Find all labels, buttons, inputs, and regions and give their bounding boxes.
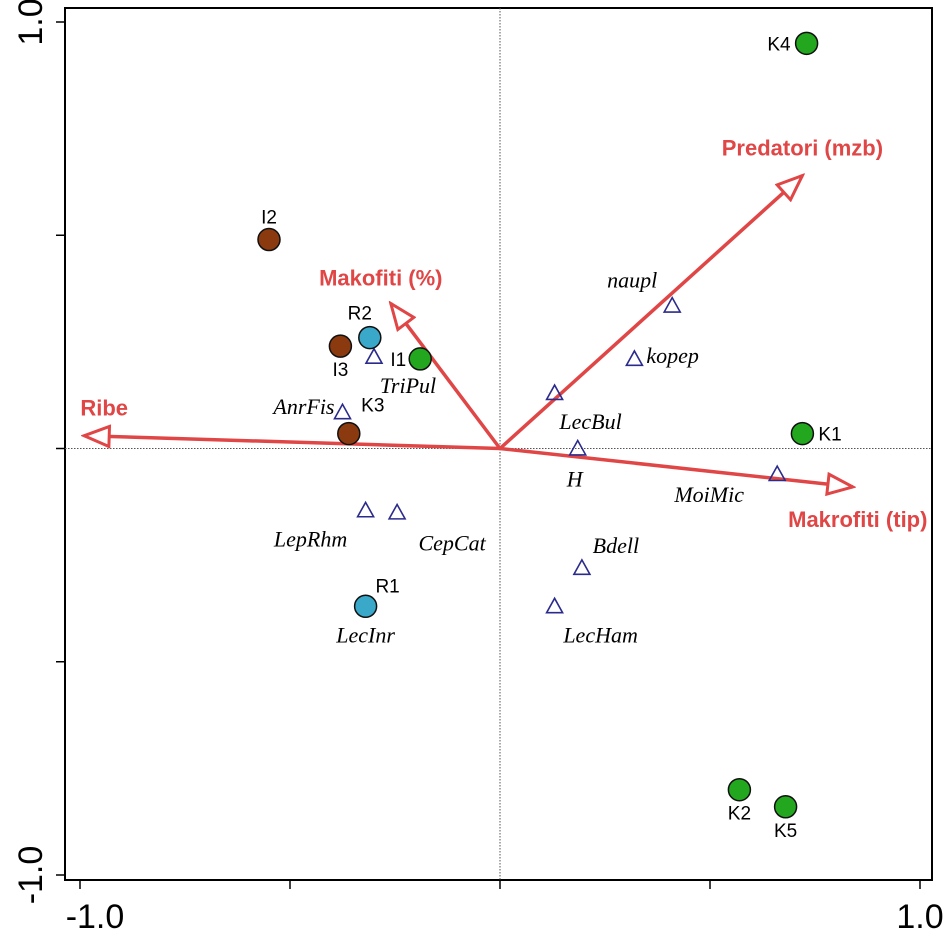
species-marker-moimic bbox=[767, 464, 787, 482]
x-tick-label-max: 1.0 bbox=[896, 898, 943, 936]
site-label-k3: K3 bbox=[361, 396, 384, 417]
site-marker-k2 bbox=[727, 777, 752, 802]
site-label-i1: I1 bbox=[390, 350, 406, 371]
site-label-k4: K4 bbox=[767, 34, 791, 55]
site-label-i3: I3 bbox=[332, 360, 348, 381]
site-marker-i2 bbox=[257, 227, 281, 252]
species-marker-leprhm bbox=[356, 500, 375, 518]
species-marker-bdell bbox=[572, 558, 592, 576]
env-label-makofiti: Makofiti (%) bbox=[319, 265, 442, 290]
species-marker-lecham bbox=[545, 596, 564, 614]
plot-frame bbox=[64, 7, 933, 881]
species-label-anrfis: AnrFis bbox=[271, 394, 334, 419]
env-arrow-predatori-mzb bbox=[498, 176, 802, 450]
species-label-tripul: TriPul bbox=[380, 373, 436, 398]
env-label-ribe: Ribe bbox=[80, 396, 128, 421]
species-marker-naupl bbox=[662, 295, 682, 313]
species-label-h: H bbox=[566, 467, 584, 492]
site-marker-r1 bbox=[353, 594, 378, 619]
env-arrow-makofiti bbox=[391, 303, 502, 450]
species-marker-anrfis bbox=[333, 402, 352, 420]
site-marker-i1 bbox=[408, 347, 432, 371]
site-marker-k1 bbox=[790, 421, 815, 446]
species-marker-lecbul bbox=[545, 383, 564, 401]
env-label-predatori-mzb: Predatori (mzb) bbox=[722, 136, 883, 161]
reference-lines bbox=[65, 8, 932, 880]
site-marker-k4 bbox=[794, 31, 819, 56]
y-tick-label-max: 1.0 bbox=[12, 0, 50, 46]
environmental-vectors bbox=[84, 176, 853, 487]
species-label-moimic: MoiMic bbox=[673, 482, 744, 507]
x-tick-label-min: -1.0 bbox=[66, 898, 125, 936]
species-marker-cepcat bbox=[387, 502, 407, 520]
env-arrow-makrofiti-tip bbox=[499, 446, 853, 487]
species-label-lecham: LecHam bbox=[562, 622, 638, 647]
species-marker-h bbox=[568, 438, 588, 456]
point-labels: Predatori (mzb) Makofiti (%) Ribe Makrofiti… bbox=[80, 34, 927, 841]
species-label-kopep: kopep bbox=[646, 343, 699, 368]
env-arrow-ribe bbox=[84, 436, 501, 451]
species-label-leprhm: LepRhm bbox=[273, 526, 347, 551]
site-label-r2: R2 bbox=[348, 304, 372, 325]
species-label-cepcat: CepCat bbox=[418, 530, 486, 555]
site-label-k1: K1 bbox=[818, 425, 841, 446]
species-label-lecbul: LecBul bbox=[558, 409, 621, 434]
plot-border bbox=[64, 7, 933, 881]
site-points bbox=[257, 31, 819, 819]
axis-ticks: -1.0 1.0 -1.0 1.0 bbox=[12, 0, 944, 936]
species-marker-kopep bbox=[625, 349, 644, 367]
site-label-k2: K2 bbox=[728, 804, 751, 825]
site-marker-i3 bbox=[328, 334, 353, 358]
y-tick-label-min: -1.0 bbox=[12, 846, 50, 905]
env-label-makrofiti-tip: Makrofiti (tip) bbox=[788, 507, 927, 532]
site-marker-k5 bbox=[773, 795, 798, 819]
site-label-k5: K5 bbox=[774, 821, 797, 842]
species-label-bdell: Bdell bbox=[593, 533, 639, 558]
site-label-r1: R1 bbox=[375, 576, 399, 597]
site-label-i2: I2 bbox=[261, 208, 277, 229]
site-marker-k3 bbox=[337, 421, 361, 446]
species-label-naupl: naupl bbox=[607, 268, 657, 293]
species-marker-tripul bbox=[364, 347, 384, 365]
site-marker-r2 bbox=[358, 325, 382, 350]
species-label-lecinr: LecInr bbox=[335, 622, 395, 647]
